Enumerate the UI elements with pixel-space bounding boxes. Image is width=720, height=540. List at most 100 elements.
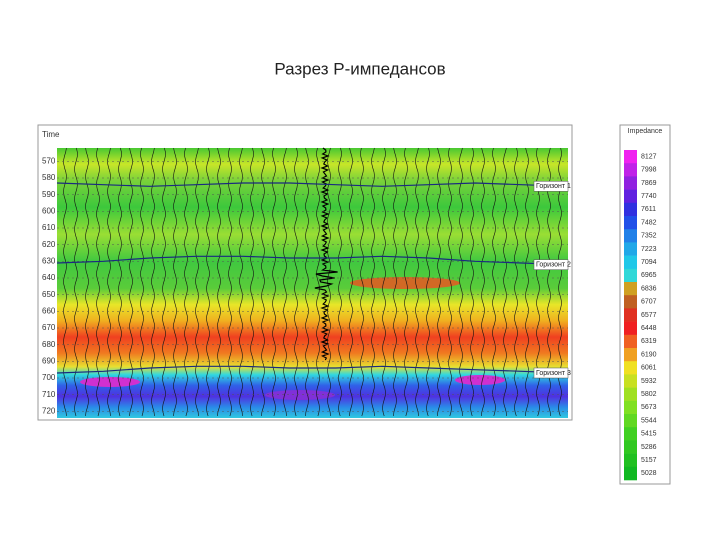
horizon-label: Горизонт 3 [536, 370, 571, 377]
horizon-line [56, 365, 569, 374]
trace [426, 147, 430, 417]
well-log [314, 147, 338, 361]
colorbar-swatch [624, 295, 637, 309]
anomaly [455, 375, 505, 385]
trace [173, 147, 177, 417]
colorbar-swatch [624, 255, 637, 270]
y-tick-label: 700 [42, 373, 56, 382]
colorbar-swatch [624, 163, 637, 177]
colorbar-label: 7998 [641, 167, 657, 174]
trace [316, 147, 320, 417]
trace [503, 147, 507, 417]
trace [459, 147, 463, 417]
trace [360, 147, 364, 417]
colorbar-swatch [624, 242, 637, 256]
trace [382, 147, 386, 417]
trace [228, 147, 232, 417]
y-tick-label: 600 [42, 206, 56, 215]
colorbar-swatch [624, 440, 637, 454]
slide-title: Разрез P-импедансов [274, 59, 445, 78]
trace [151, 147, 155, 417]
colorbar-swatch [624, 400, 637, 415]
colorbar-label: 5802 [641, 391, 657, 398]
horizons: Горизонт 1 Горизонт 2 Горизонт 3 [56, 181, 571, 379]
colorbar-swatch [624, 427, 637, 441]
colorbar-label: 5286 [641, 444, 657, 451]
y-tick-label: 640 [42, 273, 56, 282]
trace [327, 147, 331, 417]
trace [448, 147, 452, 417]
colorbar-label: 6836 [641, 285, 657, 292]
colorbar-swatch [624, 150, 637, 164]
colorbar-label: 6319 [641, 338, 657, 345]
trace [184, 147, 188, 417]
horizon-label-box [533, 259, 569, 270]
trace [437, 147, 441, 417]
colorbar: 8127 7998 7869 7740 7611 7482 7352 7223 7094 6965… [624, 150, 657, 481]
colorbar-label: 6448 [641, 325, 657, 332]
trace [118, 147, 122, 417]
traces [63, 147, 562, 417]
y-tick-label: 710 [42, 390, 56, 399]
anomaly [265, 390, 335, 400]
colorbar-swatch [624, 453, 637, 468]
trace [404, 147, 408, 417]
colorbar-swatch [624, 361, 637, 375]
trace [217, 147, 221, 417]
colorbar-label: 6190 [641, 351, 657, 358]
trace [195, 147, 199, 417]
y-tick-label: 670 [42, 323, 56, 332]
colorbar-swatch [624, 466, 637, 481]
colorbar-label: 7611 [641, 206, 656, 213]
trace [371, 147, 375, 417]
colorbar-swatch [624, 189, 637, 204]
y-tick-label: 720 [42, 406, 56, 415]
colorbar-label: 6707 [641, 299, 657, 306]
colorbar-swatch [624, 229, 637, 243]
colorbar-swatch [624, 268, 637, 283]
trace [481, 147, 485, 417]
trace [74, 147, 78, 417]
horizon-label: Горизонт 1 [536, 183, 571, 190]
trace [63, 147, 67, 417]
trace [349, 147, 353, 417]
y-tick-label: 630 [42, 256, 56, 265]
trace [305, 147, 309, 417]
trace [283, 147, 287, 417]
colorbar-label: 6061 [641, 365, 657, 372]
horizon-label-box [533, 367, 569, 379]
colorbar-label: 5544 [641, 417, 657, 424]
colorbar-label: 7094 [641, 259, 657, 266]
y-tick-label: 610 [42, 223, 56, 232]
y-axis: 570 580 590 600 610 620 630 640 650 660 670 680 690 7… [42, 156, 568, 415]
colorbar-label: 5157 [641, 457, 657, 464]
y-tick-label: 570 [42, 156, 56, 165]
colorbar-swatch [624, 348, 637, 362]
colorbar-swatch [624, 374, 637, 388]
y-tick-label: 650 [42, 290, 56, 299]
colorbar-swatch [624, 414, 637, 428]
colorbar-swatch [624, 202, 637, 217]
axis-label: Time [42, 130, 60, 139]
colorbar-label: 5673 [641, 404, 657, 411]
colorbar-label: 7740 [641, 193, 657, 200]
trace [470, 147, 474, 417]
horizon-label: Горизонт 2 [536, 262, 571, 269]
trace [261, 147, 265, 417]
trace [294, 147, 298, 417]
horizon-label-box [533, 181, 569, 192]
y-tick-label: 680 [42, 340, 56, 349]
colorbar-label: 6577 [641, 312, 657, 319]
trace [140, 147, 144, 417]
horizon-line [56, 182, 569, 187]
colorbar-swatch [624, 176, 637, 190]
colorbar-label: 7352 [641, 233, 657, 240]
colorbar-swatch [624, 216, 637, 230]
y-tick-label: 690 [42, 356, 56, 365]
colorbar-title: Impedance [628, 128, 663, 135]
colorbar-swatch [624, 308, 637, 322]
colorbar-swatch [624, 334, 637, 349]
trace [162, 147, 166, 417]
y-tick-label: 660 [42, 306, 56, 315]
